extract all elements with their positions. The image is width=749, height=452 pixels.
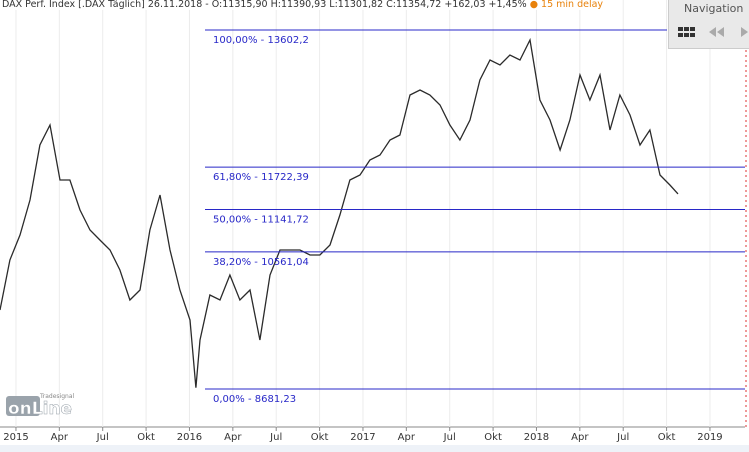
x-tick-label: Apr	[51, 432, 69, 443]
x-tick-label: Jul	[443, 432, 456, 443]
grid-icon[interactable]	[678, 27, 695, 37]
footer-strip	[0, 445, 749, 452]
x-tick-label: Okt	[137, 432, 155, 443]
delay-dot: ●	[529, 0, 539, 10]
fibonacci-label: 38,20% - 10561,04	[213, 257, 309, 268]
header-title: DAX Perf. Index [.DAX Täglich] 26.11.201…	[2, 0, 527, 10]
x-tick-label: Jul	[269, 432, 282, 443]
x-tick-label: 2019	[697, 432, 722, 443]
x-tick-label: Apr	[398, 432, 416, 443]
header-delay: 15 min delay	[541, 0, 604, 10]
logo-text: onLine	[8, 399, 72, 419]
logo-box	[6, 396, 40, 416]
x-tick-label: 2017	[350, 432, 375, 443]
x-tick-label: 2018	[524, 432, 549, 443]
x-tick-label: Okt	[311, 432, 329, 443]
price-line	[0, 37, 679, 388]
logo-brand: Tradesignal	[39, 393, 75, 400]
fibonacci-label: 0,00% - 8681,23	[213, 394, 296, 405]
x-tick-label: Apr	[571, 432, 589, 443]
navigation-icons	[678, 27, 748, 37]
navigation-panel[interactable]: Navigation	[668, 0, 749, 49]
navigation-title: Navigation	[684, 2, 744, 15]
x-tick-label: Okt	[484, 432, 502, 443]
x-tick-label: Apr	[224, 432, 242, 443]
x-tick-label: Jul	[96, 432, 109, 443]
logo: Tradesignal onLine	[6, 393, 75, 419]
fibonacci-label: 100,00% - 13602,2	[213, 35, 309, 46]
forward-icon[interactable]	[741, 27, 748, 37]
x-tick-label: 2016	[177, 432, 202, 443]
fibonacci-label: 61,80% - 11722,39	[213, 172, 309, 183]
x-tick-label: Jul	[616, 432, 629, 443]
rewind-icon[interactable]	[709, 27, 724, 37]
fibonacci-label: 50,00% - 11141,72	[213, 214, 309, 225]
x-tick-label: 2015	[3, 432, 28, 443]
header: DAX Perf. Index [.DAX Täglich] 26.11.201…	[2, 0, 604, 10]
x-tick-label: Okt	[658, 432, 676, 443]
